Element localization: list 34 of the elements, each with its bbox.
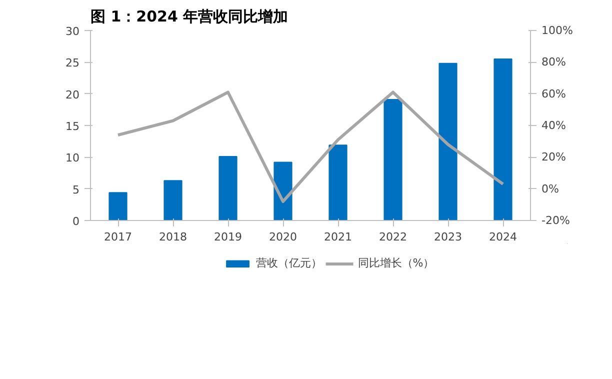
bar [384,99,402,220]
y2-tick-label: 100% [542,24,573,37]
y2-tick-label: 80% [542,56,566,69]
chart-title: 图 1：2024 年营收同比增加 [90,8,288,26]
y2-tick-label: 60% [542,87,566,100]
bar [218,156,238,220]
y-tick-label: 0 [72,215,80,228]
y2-tick-label: -20% [542,214,570,227]
y-tick-label: 10 [66,152,80,165]
y-tick-label: 15 [66,120,80,133]
y-tick-label: 30 [66,25,80,38]
x-tick-label: 2021 [324,230,352,244]
x-tick-label: 2018 [159,230,188,244]
x-tick-label: 2024 [489,230,518,244]
x-tick-label: 2020 [269,230,298,244]
bar [108,192,128,220]
legend-label: 营收（亿元） [256,256,322,270]
y-tick-label: 5 [72,183,80,196]
legend-label: 同比增长（%） [358,256,434,270]
bar [164,180,182,220]
x-tick-label: 2022 [379,230,408,244]
bar [274,162,292,220]
y2-tick-label: 0% [542,182,559,196]
y-tick-label: 25 [66,56,80,70]
line-series [116,90,504,203]
y2-tick-label: 40% [542,119,566,132]
y2-tick-label: 20% [542,150,566,164]
bar [494,58,512,220]
y-tick-label: 20 [66,88,80,102]
bar [328,144,348,220]
x-tick-label: 2023 [434,230,462,244]
bar [438,62,458,220]
x-tick-label: 2019 [214,230,242,244]
x-tick-label: 2017 [104,230,132,244]
